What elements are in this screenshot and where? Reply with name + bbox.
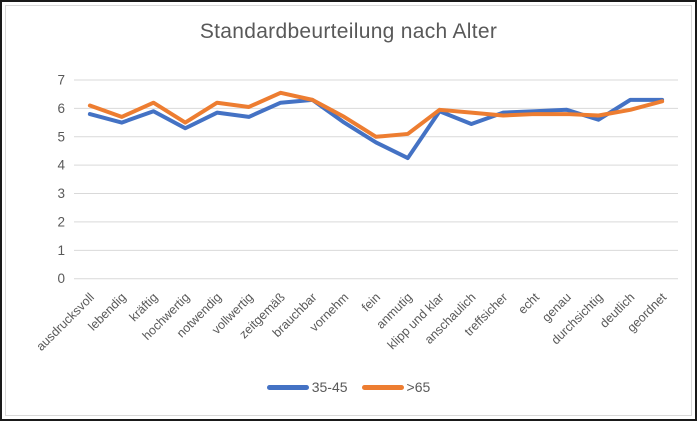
legend-line-swatch-icon [361, 384, 404, 390]
x-axis-category-label: fein [359, 290, 383, 314]
y-axis-tick-label: 2 [57, 214, 65, 229]
chart-title: Standardbeurteilung nach Alter [199, 20, 498, 43]
legend: 35-45 >65 [6, 379, 691, 395]
plot-area: 01234567ausdrucksvolllebendigkräftighoch… [34, 73, 678, 354]
legend-item-over-65: >65 [361, 379, 431, 395]
y-axis-tick-label: 4 [57, 158, 65, 173]
y-axis-tick-label: 6 [57, 101, 65, 116]
series-line-65 [87, 90, 665, 139]
legend-line-swatch-icon [266, 384, 309, 390]
legend-item-35-45: 35-45 [266, 379, 348, 395]
legend-label-over-65: >65 [406, 379, 431, 395]
y-axis-tick-label: 7 [57, 73, 65, 88]
series-line-3545 [87, 97, 665, 161]
y-axis-tick-label: 3 [57, 186, 65, 201]
y-axis-tick-label: 1 [57, 243, 65, 258]
y-axis-tick-label: 0 [57, 271, 65, 286]
legend-label-35-45: 35-45 [311, 379, 348, 395]
y-axis-tick-label: 5 [57, 129, 65, 144]
x-axis-category-label: echt [515, 290, 542, 317]
